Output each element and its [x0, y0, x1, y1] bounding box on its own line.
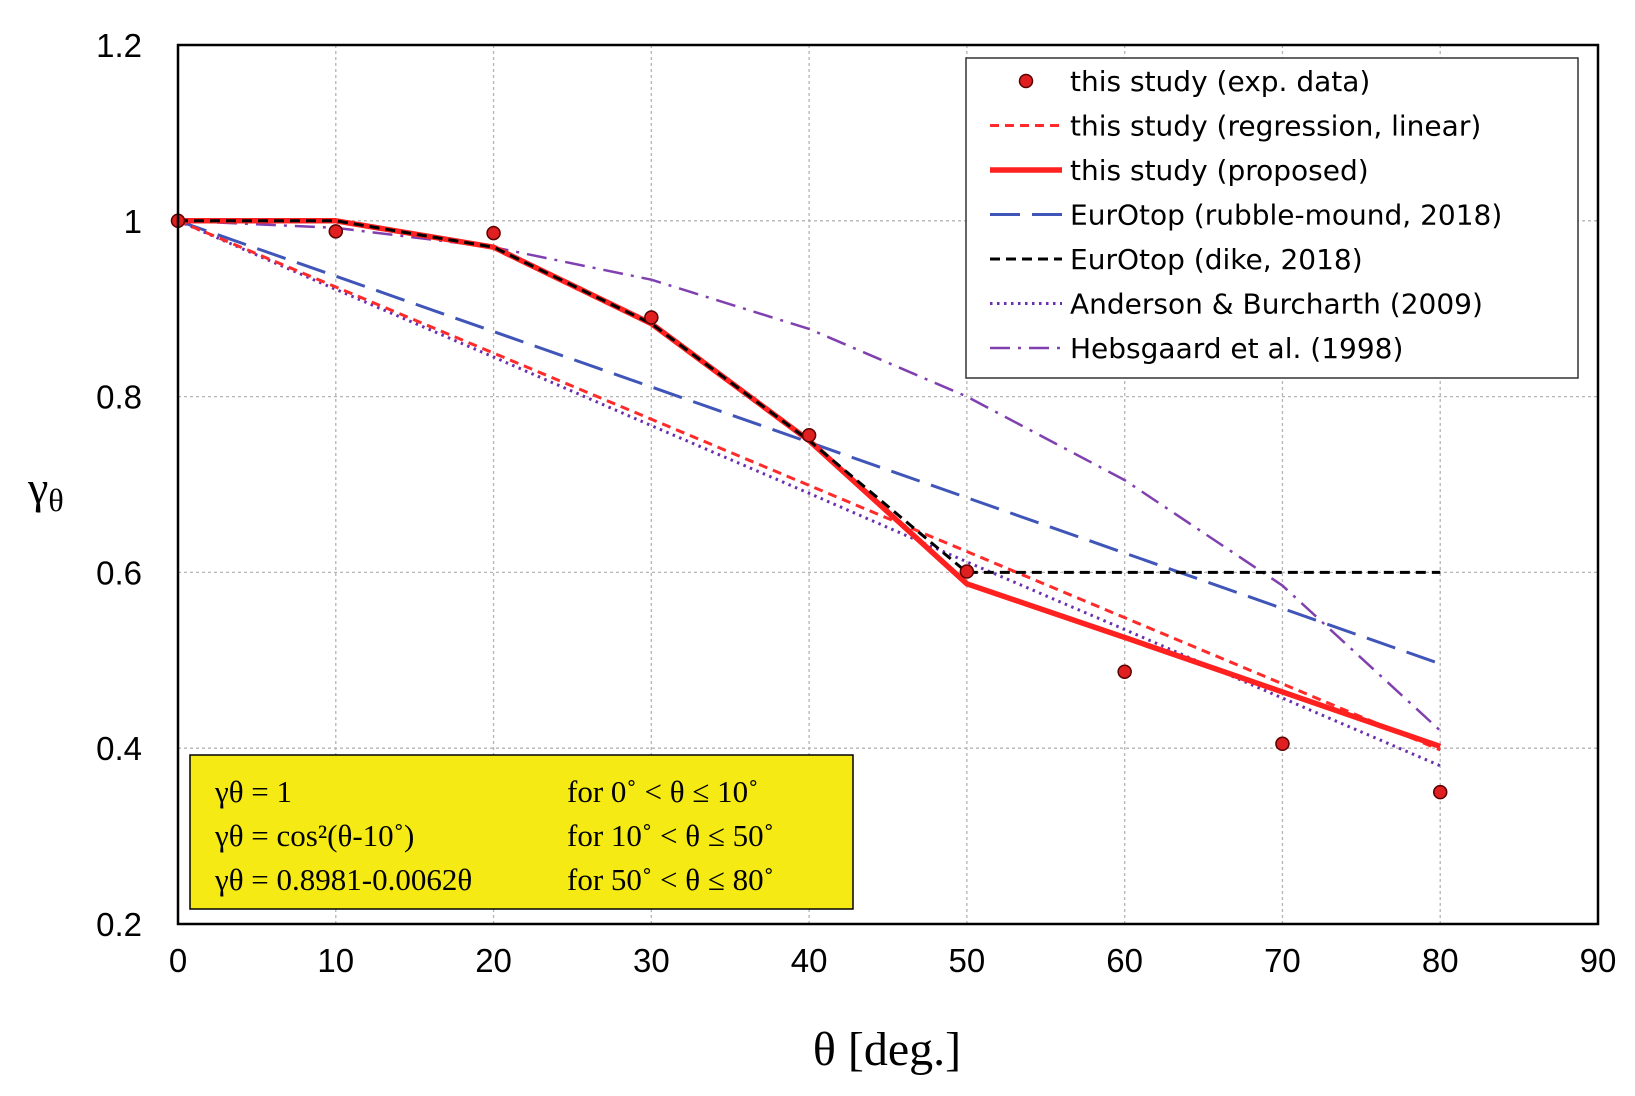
x-tick-label: 70 [1264, 942, 1301, 979]
y-axis-title: γθ [27, 462, 64, 518]
data-point [328, 224, 344, 239]
data-point [959, 564, 975, 579]
legend: this study (exp. data) this study (regres… [965, 57, 1579, 379]
x-tick-label: 30 [633, 942, 670, 979]
series-line-eurotop-rubble-mound-2018 [177, 219, 1441, 666]
legend-label: this study (exp. data) [1070, 65, 1370, 98]
x-tick-label: 50 [949, 942, 986, 979]
series-line-this-study-regression-linear [177, 219, 1441, 752]
y-tick-label: 0.4 [96, 730, 142, 767]
x-tick-label: 40 [791, 942, 828, 979]
y-tick-label: 0.8 [96, 379, 142, 416]
legend-entry: EurOtop (dike, 2018) [990, 243, 1363, 276]
series-line-anderson-burcharth-2009 [177, 219, 1441, 768]
equation-line: γθ = 0.8981-0.0062θ for 50˚ < θ ≤ 80˚ [214, 862, 774, 897]
data-point [1117, 664, 1132, 679]
x-axis-title: θ [deg.] [813, 1023, 961, 1076]
x-tick-label: 90 [1580, 942, 1617, 979]
y-tick-label: 0.2 [96, 906, 142, 943]
legend-entry: Anderson & Burcharth (2009) [990, 288, 1483, 321]
equation-line: γθ = 1 for 0˚ < θ ≤ 10˚ [214, 774, 758, 809]
legend-entry: this study (proposed) [990, 154, 1369, 187]
x-tick-label: 20 [475, 942, 512, 979]
legend-label: Hebsgaard et al. (1998) [1070, 332, 1403, 365]
y-tick-label: 0.6 [96, 554, 142, 591]
x-tick-label: 80 [1422, 942, 1459, 979]
legend-box [965, 57, 1579, 379]
equation-formula: γθ = cos²(θ-10˚) [214, 818, 414, 853]
data-point [1432, 784, 1448, 800]
equation-formula: γθ = 1 [214, 774, 292, 809]
equation-box: γθ = 1 for 0˚ < θ ≤ 10˚ γθ = cos²(θ-10˚) fo… [189, 754, 854, 910]
equation-line: γθ = cos²(θ-10˚) for 10˚ < θ ≤ 50˚ [214, 818, 774, 853]
legend-entry: EurOtop (rubble-mound, 2018) [990, 199, 1502, 232]
data-point [1275, 736, 1290, 752]
equation-range: for 0˚ < θ ≤ 10˚ [567, 774, 758, 809]
equation-box-background [189, 754, 854, 910]
x-tick-label: 0 [169, 942, 187, 979]
equation-range: for 10˚ < θ ≤ 50˚ [567, 818, 774, 853]
legend-label: Anderson & Burcharth (2009) [1070, 288, 1483, 321]
legend-label: this study (proposed) [1070, 154, 1369, 187]
equation-range: for 50˚ < θ ≤ 80˚ [567, 862, 774, 897]
plot-area-frame [176, 43, 1600, 926]
legend-entry: Hebsgaard et al. (1998) [990, 332, 1403, 365]
series-line-hebsgaard-et-al-1998 [177, 219, 1442, 732]
series-this-study-exp-data [170, 213, 1448, 800]
x-tick-label: 10 [317, 942, 354, 979]
data-point [801, 428, 817, 443]
legend-marker [1018, 73, 1034, 89]
data-point [644, 310, 659, 325]
x-tick-label: 60 [1106, 942, 1143, 979]
legend-entry: this study (regression, linear) [990, 110, 1481, 143]
legend-label: EurOtop (dike, 2018) [1070, 243, 1363, 276]
y-tick-label: 1 [124, 203, 142, 240]
legend-label: EurOtop (rubble-mound, 2018) [1070, 199, 1502, 232]
legend-label: this study (regression, linear) [1070, 110, 1481, 143]
series-layer [170, 213, 1448, 800]
axis-ticks: 0 10 20 30 40 50 60 70 80 90 0.2 0.4 0.6 0.8 1 1.2 [96, 27, 1616, 979]
y-tick-label: 1.2 [96, 27, 142, 64]
equation-formula: γθ = 0.8981-0.0062θ [214, 862, 472, 897]
data-point [486, 225, 501, 241]
legend-entry: this study (exp. data) [1018, 65, 1370, 98]
